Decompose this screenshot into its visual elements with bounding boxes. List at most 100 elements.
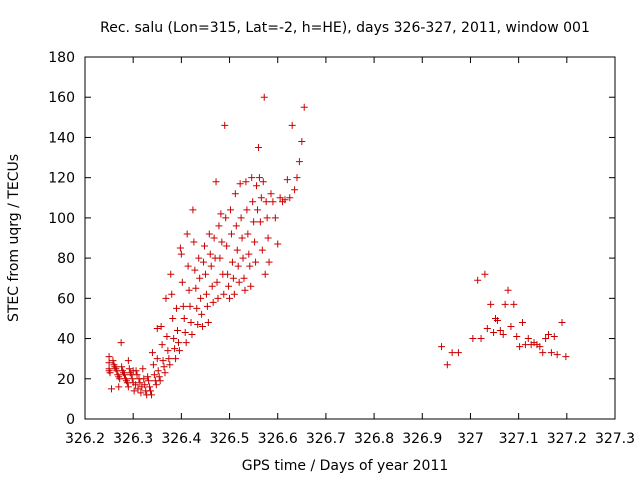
data-point <box>261 270 269 278</box>
data-point <box>192 284 200 292</box>
data-point <box>212 178 220 186</box>
data-point <box>218 238 226 246</box>
series-2 <box>438 270 570 369</box>
data-points <box>105 93 570 399</box>
data-point <box>196 274 204 282</box>
data-point <box>200 258 208 266</box>
data-point <box>232 222 240 230</box>
x-tick-label: 327.1 <box>499 431 539 447</box>
data-point <box>141 381 149 389</box>
data-point <box>184 262 192 270</box>
chart-title: Rec. salu (Lon=315, Lat=-2, h=HE), days … <box>100 20 590 36</box>
data-point <box>164 347 172 355</box>
data-point <box>550 333 558 341</box>
y-tick-label: 60 <box>57 291 75 307</box>
data-point <box>190 238 198 246</box>
data-point <box>238 234 246 242</box>
data-point <box>158 341 166 349</box>
data-point <box>155 373 163 381</box>
data-point <box>171 345 179 353</box>
data-point <box>132 381 140 389</box>
data-point <box>149 361 157 369</box>
data-point <box>251 238 259 246</box>
data-point <box>194 320 202 328</box>
data-point <box>454 349 462 357</box>
data-point <box>229 274 237 282</box>
data-point <box>191 266 199 274</box>
data-point <box>133 371 141 379</box>
data-point <box>250 218 258 226</box>
data-point <box>124 357 132 365</box>
data-point <box>239 254 247 262</box>
y-tick-label: 100 <box>48 211 75 227</box>
data-point <box>245 250 253 258</box>
data-point <box>125 365 133 373</box>
data-point <box>227 206 235 214</box>
data-point <box>300 103 308 111</box>
data-point <box>153 325 161 332</box>
y-axis: 0 20 40 60 80 100 120 140 160 180 <box>48 50 615 428</box>
x-tick-label: 326.3 <box>113 431 153 447</box>
data-point <box>236 180 244 188</box>
data-point <box>227 230 235 238</box>
data-point <box>217 210 225 218</box>
data-point <box>244 230 252 238</box>
data-point <box>105 359 113 367</box>
data-point <box>139 365 147 373</box>
data-point <box>205 230 213 238</box>
data-point <box>162 294 170 302</box>
data-point <box>170 335 178 343</box>
data-point <box>200 242 208 250</box>
data-point <box>241 286 249 294</box>
data-point <box>259 178 267 186</box>
data-point <box>178 278 186 286</box>
plot-frame <box>84 56 616 420</box>
data-point <box>134 385 142 393</box>
data-point <box>207 262 215 270</box>
data-point <box>160 363 168 371</box>
x-tick-label: 327.2 <box>547 431 587 447</box>
data-point <box>167 270 175 278</box>
data-point <box>148 349 156 357</box>
data-point <box>254 144 262 151</box>
data-point <box>558 318 566 326</box>
x-tick-label: 326.4 <box>161 431 201 447</box>
data-point <box>220 290 228 298</box>
data-point <box>181 329 189 337</box>
data-point <box>223 242 231 250</box>
data-point <box>163 333 171 341</box>
data-point <box>154 367 162 375</box>
x-tick-label: 327 <box>457 431 484 447</box>
data-point <box>189 206 197 214</box>
x-tick-label: 326.2 <box>65 431 105 447</box>
data-point <box>265 258 273 266</box>
data-point <box>156 377 164 385</box>
data-point <box>199 322 207 330</box>
data-point <box>165 355 173 363</box>
data-point <box>202 290 210 298</box>
data-point <box>198 310 206 318</box>
data-point <box>260 93 268 101</box>
data-point <box>483 325 491 332</box>
data-point <box>174 339 182 347</box>
x-tick-label: 326.9 <box>402 431 442 447</box>
data-point <box>208 282 216 290</box>
data-point <box>225 282 233 290</box>
data-point <box>118 363 126 371</box>
data-point <box>106 369 114 377</box>
data-point <box>240 274 248 282</box>
data-point <box>185 286 193 294</box>
data-point <box>201 270 209 278</box>
data-point <box>507 322 515 330</box>
data-point <box>209 298 217 306</box>
x-tick-label: 326.8 <box>354 431 394 447</box>
data-point <box>545 331 553 339</box>
data-point <box>513 333 521 341</box>
y-tick-label: 180 <box>48 50 75 66</box>
data-point <box>147 391 155 399</box>
data-point <box>256 218 264 226</box>
data-point <box>235 278 243 286</box>
data-point <box>257 194 265 202</box>
data-point <box>516 343 524 351</box>
